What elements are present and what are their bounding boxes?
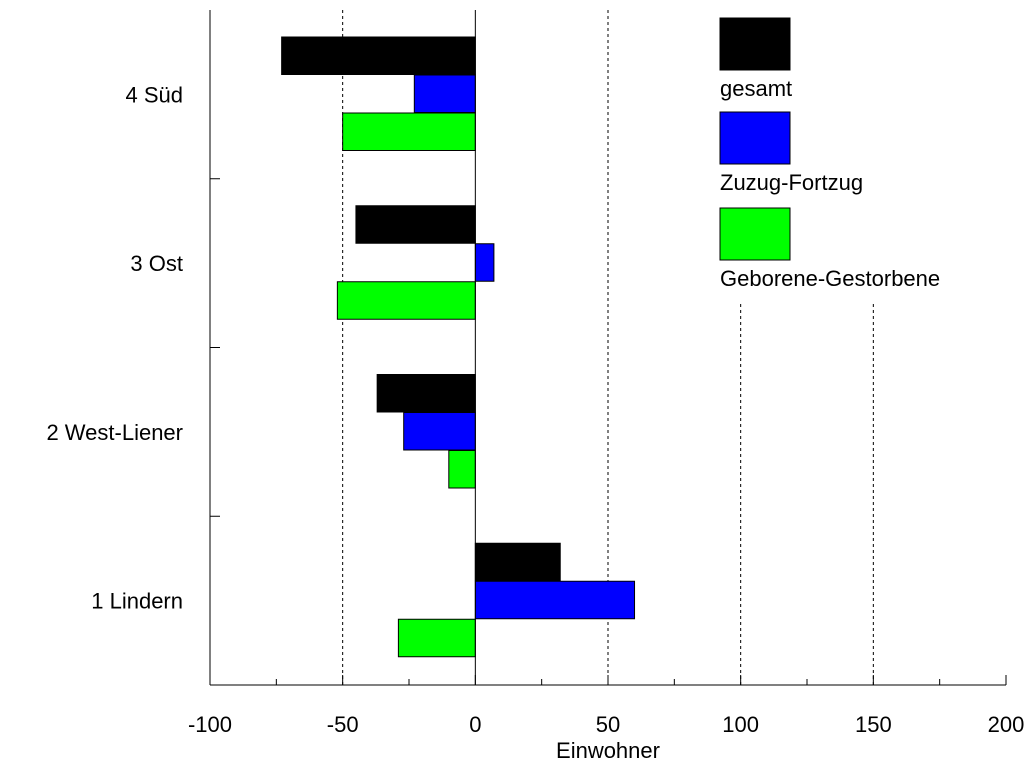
x-tick-label: 100 (722, 712, 759, 737)
legend-label-geborene-gestorbene: Geborene-Gestorbene (720, 266, 940, 291)
bar-zuzug-fortzug-4 (474, 580, 636, 620)
x-axis-title: Einwohner (556, 738, 660, 763)
legend: gesamt Zuzug-Fortzug Geborene-Gestorbene (719, 17, 940, 291)
legend-swatch-geborene-gestorbene (719, 207, 791, 261)
x-tick-label: 0 (469, 712, 481, 737)
legend-label-gesamt: gesamt (720, 76, 792, 101)
bars (281, 36, 636, 658)
bar-geborene-gestorbene-1 (342, 112, 476, 151)
bar-zuzug-fortzug-1 (413, 74, 476, 113)
bar-geborene-gestorbene-4 (397, 618, 476, 658)
bar-zuzug-fortzug-2 (474, 243, 495, 282)
x-tick-label: 50 (596, 712, 620, 737)
x-tick-label: -50 (327, 712, 359, 737)
category-label: 2 West-Liener (46, 420, 183, 445)
x-tick-label: 150 (855, 712, 892, 737)
x-tick-label: 200 (988, 712, 1025, 737)
category-label: 3 Ost (130, 251, 183, 276)
bar-geborene-gestorbene-3 (448, 450, 476, 489)
bar-zuzug-fortzug-3 (403, 412, 476, 451)
grid-lines (342, 10, 874, 685)
x-tick-label: -100 (188, 712, 232, 737)
bar-geborene-gestorbene-2 (336, 281, 476, 320)
bar-gesamt-3 (376, 374, 476, 413)
legend-swatch-gesamt (719, 17, 791, 71)
legend-swatch-zuzug-fortzug (719, 111, 791, 165)
bar-gesamt-2 (355, 205, 476, 244)
axes: 4 Süd 3 Ost 2 West-Liener 1 Lindern -100 -50 0… (46, 10, 1024, 737)
bar-gesamt-1 (281, 36, 476, 75)
bar-gesamt-4 (474, 542, 561, 582)
legend-label-zuzug-fortzug: Zuzug-Fortzug (720, 170, 863, 195)
category-label: 4 Süd (126, 82, 184, 107)
category-label: 1 Lindern (91, 589, 183, 614)
